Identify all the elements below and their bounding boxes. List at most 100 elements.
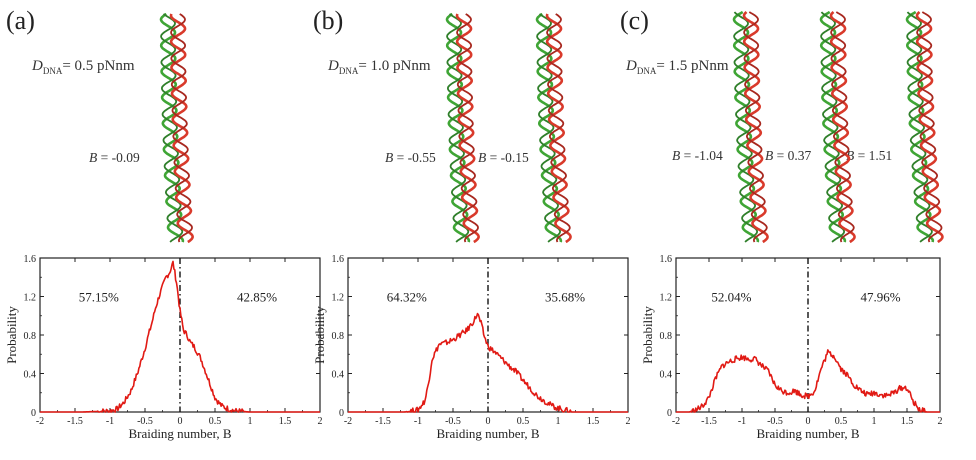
dna-strand — [830, 11, 855, 243]
y-tick-label: 1.6 — [660, 254, 673, 265]
dna-strand — [732, 10, 760, 243]
braid-value: = -0.55 — [393, 150, 436, 165]
x-tick-label: -1 — [106, 416, 114, 427]
x-tick-label: 0 — [486, 416, 491, 427]
left-percentage: 52.04% — [711, 289, 751, 304]
x-tick-label: 2 — [318, 416, 323, 427]
dna-helix-pair-1-1 — [159, 12, 194, 244]
x-tick-label: 1 — [248, 416, 253, 427]
x-tick-label: 2 — [626, 416, 631, 427]
x-tick-label: 0 — [178, 416, 183, 427]
x-tick-label: -1 — [738, 416, 746, 427]
dna-strand — [905, 10, 935, 243]
dna-strand — [445, 12, 471, 243]
y-axis-label: Probability — [640, 306, 655, 364]
dna-strand — [820, 11, 845, 243]
y-tick-label: 0.8 — [660, 331, 673, 342]
x-tick-label: -1 — [414, 416, 422, 427]
ddna-subscript: DNA — [636, 66, 657, 76]
dna-strand — [535, 12, 563, 243]
dna-strand — [160, 13, 184, 243]
left-percentage: 64.32% — [387, 289, 427, 304]
x-tick-label: 1.5 — [279, 416, 292, 427]
dna-helix-pair-3-3 — [905, 10, 944, 244]
y-tick-label: 0.4 — [332, 370, 345, 381]
probability-chart-3: -2 -1.5 -1 -0.5 0 0.5 1 1.5 2 0 0.4 0.8 1.2 1.6 Braidi… — [640, 254, 943, 441]
braid-symbol: B — [385, 150, 394, 165]
braid-value: = -1.04 — [680, 148, 723, 163]
ddna-symbol: D — [328, 58, 339, 74]
right-percentage: 47.96% — [861, 289, 901, 304]
panel-b-braid-label-2: B = -0.15 — [478, 150, 529, 166]
y-tick-label: 0.4 — [24, 370, 37, 381]
x-tick-label: 1.5 — [587, 416, 600, 427]
dna-helix-pair-2-1 — [445, 12, 480, 244]
probability-curve — [348, 312, 628, 413]
panel-b-label: (b) — [313, 6, 344, 35]
dna-helix-pair-2-2 — [535, 12, 572, 244]
ddna-subscript: DNA — [338, 66, 359, 76]
dna-strand — [446, 13, 470, 243]
probability-chart-2: -2 -1.5 -1 -0.5 0 0.5 1 1.5 2 0 0.4 0.8 1.2 1.6 Braidi… — [312, 254, 631, 441]
y-tick-label: 1.2 — [660, 293, 673, 304]
panel-c-label: (c) — [620, 6, 649, 35]
y-tick-label: 0 — [31, 408, 36, 419]
y-axis-label: Probability — [312, 306, 327, 364]
dna-strand — [743, 11, 768, 243]
right-percentage: 35.68% — [545, 289, 585, 304]
y-tick-label: 0.4 — [660, 370, 673, 381]
dna-strand — [170, 13, 193, 243]
dna-helices — [159, 10, 944, 244]
x-tick-label: 0.5 — [517, 416, 530, 427]
left-percentage: 57.15% — [79, 289, 119, 304]
panel-a-ddna-label: DDNA= 0.5 pNnm — [32, 58, 135, 76]
x-tick-label: -1.5 — [375, 416, 391, 427]
braid-symbol: B — [765, 148, 774, 163]
x-tick-label: -2 — [344, 416, 352, 427]
dna-strand — [916, 11, 943, 243]
panel-b-ddna-label: DDNA= 1.0 pNnm — [328, 58, 431, 76]
ddna-value: = 1.5 pNnm — [656, 58, 729, 74]
dna-strand — [159, 12, 185, 243]
x-tick-label: 1.5 — [901, 416, 914, 427]
x-tick-label: 0.5 — [209, 416, 222, 427]
braid-value: = -0.09 — [97, 150, 140, 165]
x-tick-label: 1 — [872, 416, 877, 427]
braid-value: = -0.15 — [486, 150, 529, 165]
dna-strand — [819, 10, 847, 243]
braid-symbol: B — [478, 150, 487, 165]
ddna-subscript: DNA — [42, 66, 63, 76]
dna-strand — [546, 13, 571, 243]
dna-strand — [733, 11, 758, 243]
dna-strand — [536, 13, 561, 243]
panel-a-label: (a) — [6, 6, 35, 35]
dna-helix-pair-3-1 — [732, 10, 769, 244]
braid-symbol: B — [846, 148, 855, 163]
x-tick-label: -2 — [36, 416, 44, 427]
y-tick-label: 0 — [667, 408, 672, 419]
panel-c-braid-label-1: B = -1.04 — [672, 148, 723, 164]
y-tick-label: 0.8 — [24, 331, 37, 342]
braid-symbol: B — [89, 150, 98, 165]
panel-c-braid-label-3: B = 1.51 — [846, 148, 892, 164]
dna-helix-pair-3-2 — [819, 10, 856, 244]
x-tick-label: -0.5 — [445, 416, 461, 427]
x-tick-label: 1 — [556, 416, 561, 427]
ddna-symbol: D — [32, 58, 43, 74]
x-tick-label: 0.5 — [835, 416, 848, 427]
probability-curve — [40, 260, 320, 413]
braid-symbol: B — [672, 148, 681, 163]
y-axis-label: Probability — [4, 306, 19, 364]
y-tick-label: 0.8 — [332, 331, 345, 342]
right-percentage: 42.85% — [237, 289, 277, 304]
x-axis-label: Braiding number, B — [436, 426, 539, 441]
dna-strand — [906, 11, 933, 243]
ddna-value: = 1.0 pNnm — [358, 58, 431, 74]
y-tick-label: 1.6 — [24, 254, 37, 265]
panel-a-braid-label-1: B = -0.09 — [89, 150, 140, 166]
braid-value: = 1.51 — [854, 148, 893, 163]
x-axis-label: Braiding number, B — [128, 426, 231, 441]
charts: -2 -1.5 -1 -0.5 0 0.5 1 1.5 2 0 0.4 0.8 1.2 1.6 Braidi… — [4, 254, 943, 441]
x-tick-label: -1.5 — [67, 416, 83, 427]
